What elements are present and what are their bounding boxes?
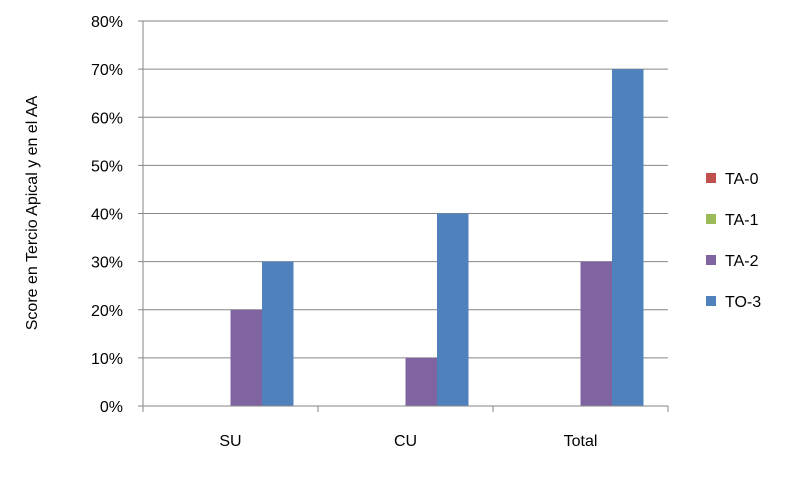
legend-swatch	[706, 296, 716, 306]
x-tick-label: Total	[564, 433, 598, 450]
y-tick-label: 70%	[91, 62, 123, 79]
legend-label: TA-0	[725, 171, 759, 188]
bar-to-3-su	[262, 261, 294, 406]
x-tick-labels: SU CU Total	[219, 433, 597, 450]
x-tick-label: CU	[394, 433, 417, 450]
legend-label: TO-3	[725, 294, 761, 311]
y-tick-label: 30%	[91, 255, 123, 272]
y-tick-label: 10%	[91, 351, 123, 368]
y-axis-label: Score en Tercio Apical y en el AA	[24, 95, 41, 330]
bar-ta-2-cu	[405, 357, 437, 406]
bars	[230, 69, 644, 406]
bar-ta-2-su	[230, 309, 262, 406]
y-tick-labels: 0% 10% 20% 30% 40% 50% 60% 70% 80%	[91, 14, 123, 416]
y-tick-label: 50%	[91, 158, 123, 175]
y-tick-label: 60%	[91, 110, 123, 127]
y-tick-label: 40%	[91, 207, 123, 224]
bar-to-3-total	[612, 69, 644, 406]
y-tick-label: 20%	[91, 303, 123, 320]
legend-swatch	[706, 173, 716, 183]
legend-swatch	[706, 214, 716, 224]
legend-label: TA-1	[725, 212, 759, 229]
x-tick-label: SU	[219, 433, 241, 450]
y-tick-label: 80%	[91, 14, 123, 31]
y-tick-label: 0%	[100, 399, 123, 416]
bar-ta-2-total	[580, 261, 612, 406]
legend-swatch	[706, 255, 716, 265]
bar-to-3-cu	[437, 213, 469, 406]
axes	[138, 20, 669, 412]
legend-label: TA-2	[725, 253, 759, 270]
legend: TA-0 TA-1 TA-2 TO-3	[706, 171, 761, 311]
